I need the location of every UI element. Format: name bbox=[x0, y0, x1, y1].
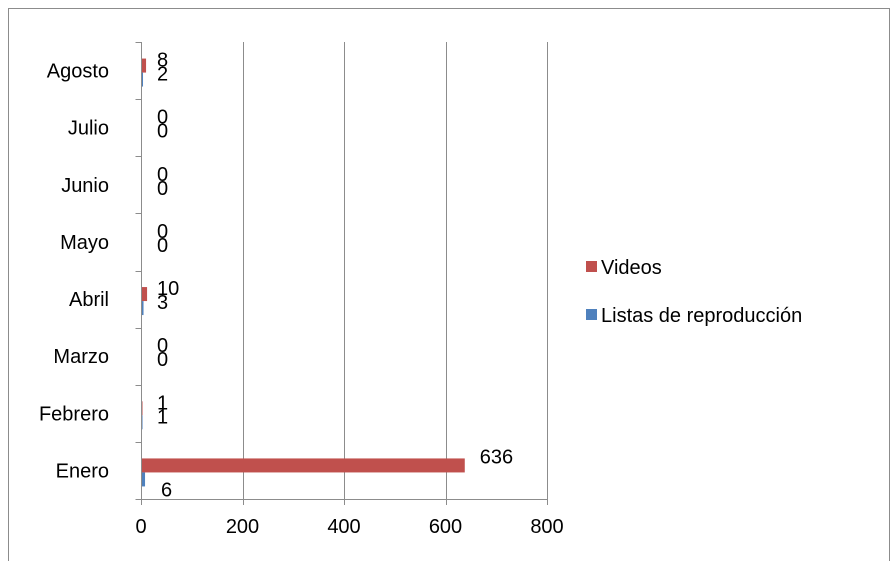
category-label: Mayo bbox=[60, 232, 109, 254]
data-label-videos: 636 bbox=[480, 446, 513, 468]
bar-listas bbox=[142, 301, 144, 316]
data-label-listas: 3 bbox=[157, 292, 168, 314]
data-label-listas: 1 bbox=[157, 406, 168, 428]
legend-swatch bbox=[586, 261, 597, 272]
data-label-videos: 10 bbox=[157, 278, 179, 300]
chart-frame bbox=[8, 8, 890, 561]
x-tick-label: 400 bbox=[327, 516, 360, 538]
data-label-listas: 0 bbox=[157, 121, 168, 143]
bar-videos bbox=[142, 58, 147, 73]
data-label-listas: 0 bbox=[157, 235, 168, 257]
category-label: Marzo bbox=[53, 346, 109, 368]
bar-videos bbox=[142, 458, 465, 473]
data-label-listas: 0 bbox=[157, 349, 168, 371]
category-label: Abril bbox=[69, 289, 109, 311]
data-label-videos: 0 bbox=[157, 107, 168, 129]
axes bbox=[135, 42, 548, 505]
data-label-videos: 1 bbox=[157, 392, 168, 414]
legend-swatch bbox=[586, 309, 597, 320]
data-label-videos: 0 bbox=[157, 335, 168, 357]
bar-videos bbox=[142, 287, 148, 302]
bar-listas bbox=[142, 472, 146, 487]
category-label: Julio bbox=[68, 118, 109, 140]
data-label-videos: 0 bbox=[157, 164, 168, 186]
bars bbox=[142, 58, 465, 487]
category-label: Junio bbox=[61, 175, 109, 197]
bar-videos bbox=[142, 401, 143, 416]
category-labels: Enero Febrero Marzo Abril Mayo Junio Julio Agos… bbox=[39, 61, 109, 483]
x-tick-label: 600 bbox=[429, 516, 462, 538]
data-label-listas: 2 bbox=[157, 64, 168, 86]
data-label-videos: 8 bbox=[157, 50, 168, 72]
category-label: Enero bbox=[56, 460, 109, 482]
x-tick-label: 0 bbox=[135, 516, 146, 538]
data-label-listas: 6 bbox=[161, 479, 172, 501]
grid-lines bbox=[243, 42, 548, 499]
x-tick-label: 200 bbox=[226, 516, 259, 538]
legend-label: Listas de reproducción bbox=[601, 305, 802, 327]
legend: Videos Listas de reproducción bbox=[586, 257, 802, 327]
x-tick-label: 800 bbox=[530, 516, 563, 538]
bar-listas bbox=[142, 415, 143, 430]
legend-label: Videos bbox=[601, 257, 662, 279]
data-label-listas: 0 bbox=[157, 178, 168, 200]
category-label: Agosto bbox=[47, 61, 109, 83]
bar-listas bbox=[142, 72, 144, 87]
category-label: Febrero bbox=[39, 403, 109, 425]
tick-labels: 0 200 400 600 800 bbox=[135, 516, 563, 538]
data-label-videos: 0 bbox=[157, 221, 168, 243]
